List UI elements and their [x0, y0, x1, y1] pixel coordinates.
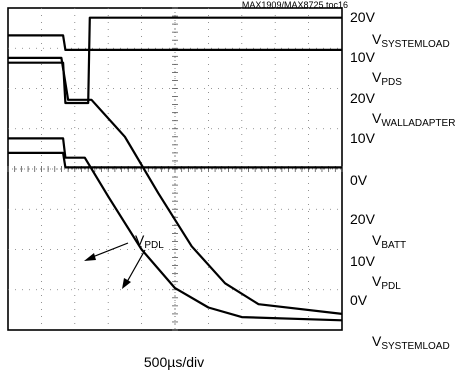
scale-label-20v-top: 20V — [350, 9, 376, 25]
vpdl-annotation-sub: PDL — [144, 240, 164, 251]
vpdl-arrow-right — [126, 249, 146, 283]
trace-vwalladapter — [8, 56, 343, 315]
scale-label-20v-lower: 20V — [350, 211, 376, 227]
scale-label-10v-lower: 10V — [350, 253, 376, 269]
scale-label-0v-bottom: 0V — [350, 292, 368, 308]
vpdl-annotation-label: VPDL — [135, 232, 164, 251]
figure-tag: MAX1909/MAX8725 toc16 — [241, 0, 348, 10]
scale-label-0v-mid: 0V — [350, 172, 368, 188]
vpdl-arrow-left — [89, 242, 129, 259]
trace-vsystemload — [8, 34, 342, 52]
vpdl-annotation-main: V — [135, 232, 145, 248]
scale-label-20v-mid: 20V — [350, 90, 376, 106]
channel-label-vbatt: VBATT — [372, 232, 406, 251]
graticule — [7, 7, 343, 331]
vpdl-arrowhead-right — [122, 278, 131, 289]
scale-label-10v-upper: 10V — [350, 49, 376, 65]
trace-vpds — [8, 16, 342, 105]
channel-label-vsystemload: VSYSTEMLOAD — [372, 31, 450, 50]
traces — [8, 16, 343, 322]
channel-label-vwalladapter: VWALLADAPTER — [372, 110, 455, 129]
channel-label-vsystemload-bottom: VSYSTEMLOAD — [372, 333, 450, 352]
vpdl-arrowhead-left — [84, 253, 96, 261]
channel-label-vpdl: VPDL — [372, 273, 401, 292]
channel-label-vpds: VPDS — [372, 69, 402, 88]
trace-vbatt — [8, 151, 342, 169]
trace-vpdl — [8, 137, 343, 322]
time-per-division-label: 500µs/div — [143, 354, 205, 370]
vpdl-annotation: VPDL — [84, 232, 164, 289]
scale-label-10v-mid: 10V — [350, 130, 376, 146]
